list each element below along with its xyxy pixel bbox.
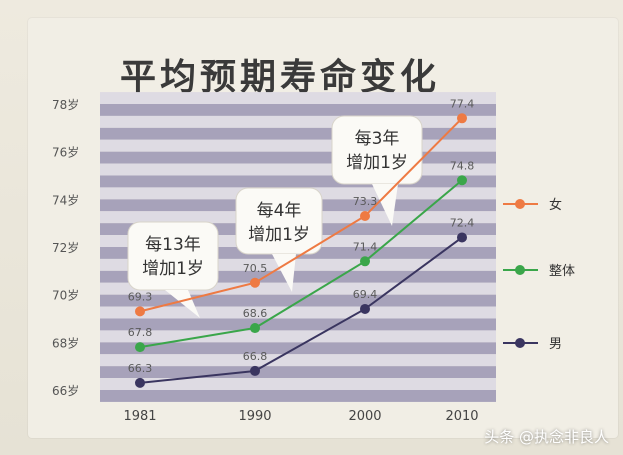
x-tick-label: 1981	[123, 409, 156, 424]
legend-label: 男	[549, 337, 562, 352]
legend-marker	[515, 199, 525, 209]
x-tick-label: 1990	[238, 409, 271, 424]
legend-label: 整体	[549, 264, 575, 279]
grid-stripe	[100, 163, 496, 176]
bubble-text-line2: 增加1岁	[142, 259, 204, 279]
grid-stripe	[100, 175, 496, 188]
grid-stripe	[100, 342, 496, 355]
grid-stripe	[100, 378, 496, 390]
bubble-text-line1: 每3年	[355, 129, 400, 149]
data-labels: 69.3 70.5 73.3 77.4 67.8 68.6 71.4 74.8 66.3 66.8…	[128, 97, 475, 375]
series-lines	[139, 117, 463, 384]
data-point	[360, 303, 370, 314]
grid-stripe	[100, 139, 496, 152]
legend-marker	[515, 338, 525, 348]
data-label: 68.6	[243, 307, 268, 320]
data-point	[457, 232, 467, 243]
data-label: 77.4	[450, 97, 475, 110]
grid-stripe	[100, 92, 496, 104]
y-tick-label: 70岁	[52, 288, 79, 303]
series-line-1	[139, 179, 463, 349]
data-point	[360, 211, 370, 222]
data-label: 70.5	[243, 262, 268, 275]
x-tick-label: 2000	[348, 409, 381, 424]
data-point	[457, 175, 467, 186]
legend-marker	[515, 265, 525, 275]
x-axis-ticks: 1981 1990 2000 2010	[123, 409, 478, 424]
data-point	[457, 113, 467, 124]
grid-stripe	[100, 366, 496, 379]
bubble-tail	[272, 254, 296, 292]
y-tick-label: 78岁	[52, 97, 79, 112]
bubble-tail	[165, 290, 200, 318]
grid-stripe	[100, 354, 496, 367]
bubble-text-line2: 增加1岁	[248, 225, 310, 245]
data-label: 71.4	[353, 240, 378, 253]
bubble-text-line1: 每4年	[257, 201, 302, 221]
data-label: 69.4	[353, 288, 378, 301]
series-line-2	[139, 236, 463, 384]
series-points	[135, 113, 467, 388]
bubble-text-line1: 每13年	[145, 235, 201, 255]
chart-title: 平均预期寿命变化	[119, 57, 440, 98]
data-point	[250, 365, 260, 376]
data-label: 67.8	[128, 326, 153, 339]
y-tick-label: 66岁	[52, 383, 79, 398]
data-point	[360, 256, 370, 267]
grid-stripe	[100, 127, 496, 140]
grid-stripe	[100, 151, 496, 164]
data-label: 72.4	[450, 216, 475, 229]
bubble-body	[331, 115, 423, 185]
data-point	[135, 377, 145, 388]
x-tick-label: 2010	[445, 409, 478, 424]
watermark: 头条 @执念非良人	[484, 428, 609, 446]
y-tick-label: 74岁	[52, 192, 79, 207]
data-label: 73.3	[353, 195, 378, 208]
grid-stripe	[100, 258, 496, 271]
data-point	[250, 277, 260, 288]
data-label: 66.8	[243, 350, 268, 363]
legend-label: 女	[549, 197, 562, 213]
y-tick-label: 76岁	[52, 145, 79, 160]
grid-stripe	[100, 115, 496, 128]
data-point	[250, 323, 260, 334]
grid-stripe	[100, 270, 496, 283]
data-label: 66.3	[128, 362, 153, 375]
grid-stripe	[100, 104, 496, 116]
y-tick-label: 68岁	[52, 335, 79, 350]
data-label: 69.3	[128, 290, 153, 303]
bubble-text-line2: 增加1岁	[346, 153, 408, 173]
grid-stripe	[100, 306, 496, 319]
bubble-tail	[372, 184, 398, 226]
grid-stripe	[100, 330, 496, 343]
series-line-0	[139, 117, 463, 313]
grid-stripe	[100, 282, 496, 295]
grid-stripe	[100, 318, 496, 331]
y-axis-ticks: 78岁 76岁 74岁 72岁 70岁 68岁 66岁	[52, 97, 79, 398]
grid-stripe	[100, 390, 496, 402]
y-tick-label: 72岁	[52, 240, 79, 255]
bubble-body	[127, 221, 219, 291]
data-point	[135, 342, 145, 353]
data-point	[135, 306, 145, 317]
data-label: 74.8	[450, 159, 475, 172]
grid-stripe	[100, 294, 496, 307]
